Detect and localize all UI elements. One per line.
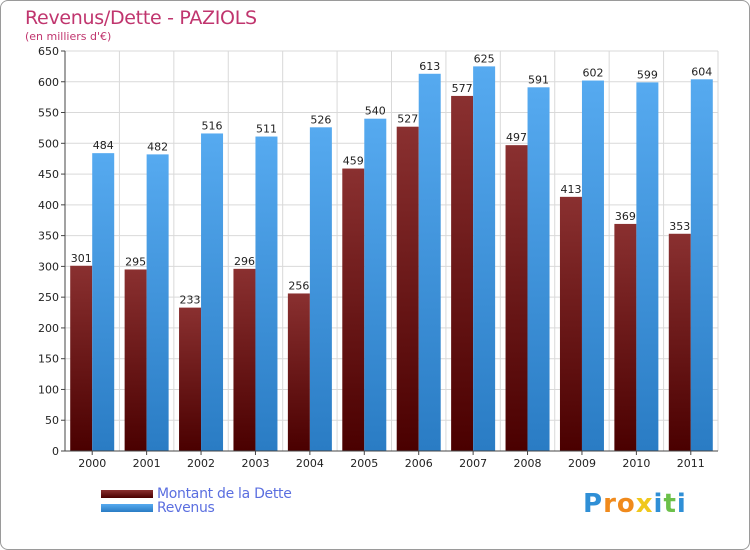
y-tick-label: 650 xyxy=(38,45,59,58)
bar-revenus xyxy=(690,79,713,452)
bar-dette xyxy=(396,126,419,451)
data-label-dette: 296 xyxy=(234,255,255,268)
x-tick-label: 2002 xyxy=(187,457,215,470)
data-label-revenus: 482 xyxy=(147,140,168,153)
y-tick-label: 200 xyxy=(38,322,59,335)
bar-dette xyxy=(179,307,202,451)
bar-dette xyxy=(124,269,147,451)
x-tick-label: 2004 xyxy=(296,457,324,470)
bar-dette xyxy=(668,233,691,451)
bar-revenus xyxy=(527,87,550,452)
y-tick-label: 500 xyxy=(38,137,59,150)
y-tick-label: 150 xyxy=(38,353,59,366)
data-label-dette: 413 xyxy=(560,183,581,196)
data-label-revenus: 484 xyxy=(93,139,114,152)
x-tick-label: 2000 xyxy=(78,457,106,470)
chart-title: Revenus/Dette - PAZIOLS xyxy=(25,7,257,29)
bar-dette xyxy=(287,293,310,451)
bar-revenus xyxy=(636,82,659,451)
data-label-revenus: 599 xyxy=(637,68,658,81)
x-tick-label: 2007 xyxy=(459,457,487,470)
logo-letter: i xyxy=(676,489,687,519)
bar-dette xyxy=(505,145,528,451)
logo-letter: i xyxy=(653,489,664,519)
bar-dette xyxy=(559,196,582,451)
legend-label-revenus: Revenus xyxy=(157,500,215,516)
y-tick-label: 550 xyxy=(38,107,59,120)
data-label-revenus: 613 xyxy=(419,60,440,73)
data-label-revenus: 540 xyxy=(365,105,386,118)
legend-swatch-dette xyxy=(101,490,153,498)
data-label-revenus: 604 xyxy=(691,65,712,78)
bar-dette xyxy=(451,95,474,451)
data-labels: 301 484 295 482 233 516 296 511 256 526 459 540 527 6… xyxy=(71,52,713,306)
logo-letter: r xyxy=(603,489,617,519)
logo-letter: x xyxy=(635,489,654,519)
data-label-revenus: 591 xyxy=(528,73,549,86)
data-label-dette: 301 xyxy=(71,252,92,265)
x-tick-label: 2010 xyxy=(622,457,650,470)
bar-dette xyxy=(70,265,93,451)
y-tick-label: 50 xyxy=(45,414,59,427)
logo-letter: P xyxy=(583,489,604,519)
y-tick-label: 600 xyxy=(38,76,59,89)
bar-dette xyxy=(233,268,256,451)
data-label-dette: 369 xyxy=(615,210,636,223)
data-label-dette: 577 xyxy=(452,82,473,95)
bar-revenus xyxy=(92,153,115,451)
y-tick-label: 0 xyxy=(52,445,59,458)
chart-subtitle: (en milliers d'€) xyxy=(25,30,112,43)
bar-revenus xyxy=(146,154,169,451)
bar-revenus xyxy=(201,133,224,451)
data-label-dette: 459 xyxy=(343,155,364,168)
legend-label-dette: Montant de la Dette xyxy=(157,486,292,502)
axes: 0 50 100 150 200 250 300 350 400 450 500 550 600 650 2… xyxy=(38,45,718,470)
data-label-dette: 295 xyxy=(125,255,146,268)
bar-revenus xyxy=(255,136,278,452)
data-label-revenus: 516 xyxy=(202,119,223,132)
x-tick-label: 2001 xyxy=(133,457,161,470)
logo-letter: o xyxy=(616,489,636,519)
y-tick-label: 300 xyxy=(38,260,59,273)
data-label-revenus: 625 xyxy=(474,52,495,65)
proxiti-logo: Proxiti xyxy=(583,489,687,519)
x-tick-label: 2003 xyxy=(241,457,269,470)
legend-swatch-revenus xyxy=(101,504,153,512)
y-tick-label: 400 xyxy=(38,199,59,212)
data-label-revenus: 526 xyxy=(310,113,331,126)
y-tick-label: 250 xyxy=(38,291,59,304)
data-label-dette: 233 xyxy=(180,294,201,307)
data-label-dette: 353 xyxy=(669,220,690,233)
x-tick-label: 2008 xyxy=(514,457,542,470)
bar-dette xyxy=(342,168,365,452)
data-label-dette: 527 xyxy=(397,113,418,126)
data-label-revenus: 602 xyxy=(582,67,603,80)
data-label-revenus: 511 xyxy=(256,123,277,136)
bar-dette xyxy=(614,223,637,451)
logo-letter: t xyxy=(663,489,677,519)
data-label-dette: 256 xyxy=(288,279,309,292)
bar-revenus xyxy=(309,127,332,452)
bar-revenus xyxy=(473,66,496,451)
bar-revenus xyxy=(364,118,387,451)
bar-revenus xyxy=(581,80,604,452)
data-label-dette: 497 xyxy=(506,131,527,144)
y-tick-label: 100 xyxy=(38,383,59,396)
x-tick-label: 2011 xyxy=(677,457,705,470)
x-tick-label: 2009 xyxy=(568,457,596,470)
y-tick-label: 450 xyxy=(38,168,59,181)
x-tick-label: 2005 xyxy=(350,457,378,470)
bar-revenus xyxy=(418,73,441,452)
x-tick-label: 2006 xyxy=(405,457,433,470)
y-tick-label: 350 xyxy=(38,230,59,243)
bars xyxy=(70,66,713,452)
